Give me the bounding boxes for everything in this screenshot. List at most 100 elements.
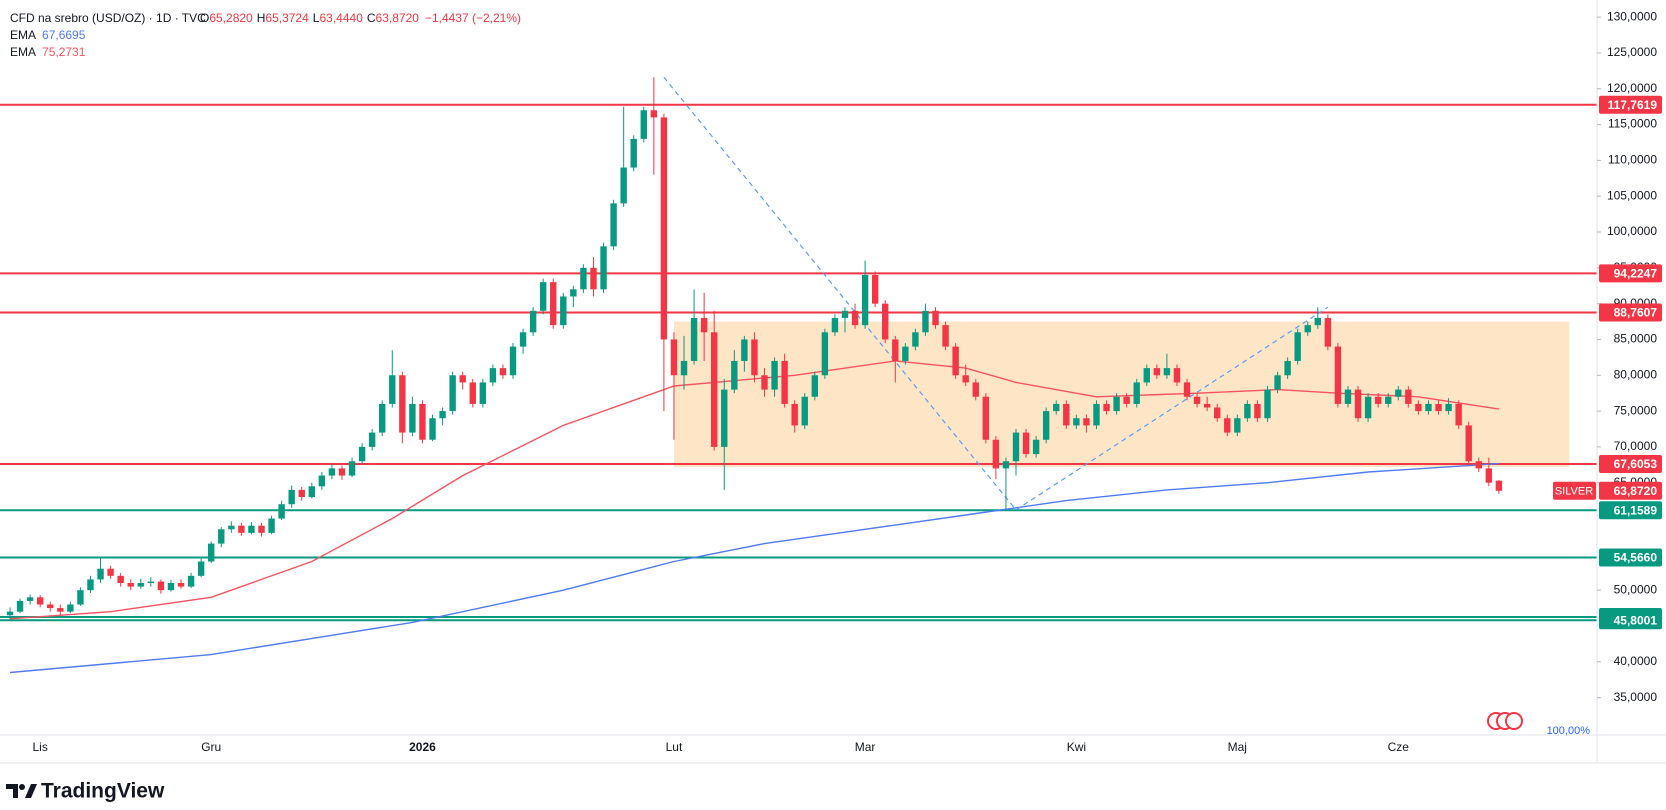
candle-body xyxy=(399,375,406,433)
ohlc-value: 65,3724 xyxy=(265,11,309,25)
y-tick-label: 105,0000 xyxy=(1607,188,1657,202)
y-tick-label: 75,0000 xyxy=(1614,403,1658,417)
y-tick-label: 120,0000 xyxy=(1607,81,1657,95)
level-tag-label: 45,8001 xyxy=(1614,613,1658,627)
y-tick-label: 115,0000 xyxy=(1608,117,1657,131)
candle-body xyxy=(1214,407,1221,419)
indicator-name: EMA xyxy=(10,45,36,59)
level-tag-label: 61,1589 xyxy=(1614,503,1658,517)
candle-body xyxy=(1354,389,1362,419)
level-tag xyxy=(1599,455,1662,474)
candle-body xyxy=(811,375,818,397)
candle-body xyxy=(499,368,507,376)
symbol-tag xyxy=(1553,481,1596,500)
x-tick-label: Mar xyxy=(855,740,876,754)
candle-body xyxy=(258,525,265,533)
logo-mark xyxy=(6,784,18,798)
candle-body xyxy=(1163,368,1171,376)
candle-body xyxy=(660,117,668,340)
candle-body xyxy=(1495,480,1503,491)
y-tick-label: 110,0000 xyxy=(1608,153,1657,167)
range-zone xyxy=(673,321,1570,467)
candle-body xyxy=(962,375,969,383)
candle-body xyxy=(1093,403,1100,426)
indicator-value: 75,2731 xyxy=(42,45,86,59)
candle-body xyxy=(801,396,808,426)
candle-body xyxy=(1173,368,1181,383)
candle-body xyxy=(489,368,497,383)
y-tick-label: 40,0000 xyxy=(1614,654,1658,668)
candle-body xyxy=(1063,403,1070,426)
candle-body xyxy=(1395,389,1402,397)
x-tick-label: 2026 xyxy=(409,740,436,754)
candle-body xyxy=(157,581,165,591)
candle-body xyxy=(640,110,647,139)
candle-body xyxy=(1405,389,1412,404)
candle-body xyxy=(308,486,315,498)
candle-body xyxy=(580,267,587,290)
brand-logo: TradingView xyxy=(6,780,165,803)
candle-body xyxy=(1123,396,1130,404)
candle-body xyxy=(1083,418,1090,426)
candle-body xyxy=(721,389,728,447)
candle-body xyxy=(469,382,476,404)
candle-body xyxy=(1264,389,1271,419)
x-tick-label: Cze xyxy=(1388,740,1410,754)
candle-body xyxy=(650,110,658,118)
candle-body xyxy=(1294,332,1301,361)
scale-label: 100,00% xyxy=(1547,725,1591,737)
candle-body xyxy=(107,568,114,576)
x-tick-label: Lut xyxy=(666,740,683,754)
indicator-name: EMA xyxy=(10,28,36,42)
candle-body xyxy=(1022,432,1030,455)
candle-body xyxy=(1234,418,1241,433)
y-tick-label: 130,0000 xyxy=(1607,9,1657,23)
candle-body xyxy=(972,382,979,397)
level-tag xyxy=(1599,264,1662,283)
level-tag xyxy=(1599,501,1662,520)
candle-body xyxy=(771,360,778,390)
ema-line xyxy=(9,462,1499,674)
candle-body xyxy=(1304,325,1311,333)
candle-body xyxy=(751,339,758,376)
candle-body xyxy=(449,375,456,412)
candle-body xyxy=(1193,396,1201,404)
candle-body xyxy=(791,403,798,426)
candle-body xyxy=(932,310,939,326)
candle-body xyxy=(1385,396,1392,404)
x-tick-label: Maj xyxy=(1228,740,1247,754)
candle-body xyxy=(741,339,748,361)
level-tag xyxy=(1599,95,1662,114)
candle-body xyxy=(177,583,185,587)
candle-body xyxy=(992,439,1000,469)
logo-mark xyxy=(25,784,37,798)
candle-body xyxy=(982,396,990,440)
y-tick-label: 100,0000 xyxy=(1607,224,1657,238)
candle-body xyxy=(1032,439,1040,455)
logo-mark xyxy=(19,784,25,790)
candle-body xyxy=(1314,317,1321,326)
candle-body xyxy=(630,138,637,168)
candle-body xyxy=(238,525,245,533)
candle-body xyxy=(560,296,567,326)
candle-body xyxy=(519,332,527,347)
candle-body xyxy=(459,375,466,383)
ohlc-key: C xyxy=(367,11,376,25)
indicator-legend: EMA 75,2731 xyxy=(10,45,86,59)
candle-body xyxy=(882,303,889,340)
candle-body xyxy=(328,468,336,476)
candle-body xyxy=(1485,468,1493,483)
candle-body xyxy=(419,403,426,440)
candle-body xyxy=(781,360,788,404)
flags xyxy=(1487,712,1523,730)
candle-body xyxy=(57,608,64,612)
candle-body xyxy=(841,310,849,318)
candle-body xyxy=(409,403,416,433)
candle-body xyxy=(851,310,859,326)
candle-body xyxy=(1244,403,1251,419)
candle-body xyxy=(338,468,346,476)
level-tag-label: 88,7607 xyxy=(1614,306,1658,320)
candle-body xyxy=(479,382,487,404)
candle-body xyxy=(67,604,74,612)
